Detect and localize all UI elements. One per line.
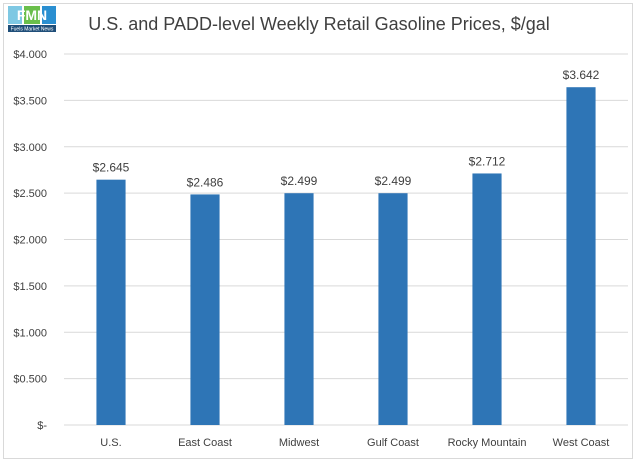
data-labels: $2.645 $2.486 $2.499 $2.499 $2.712 $3.642 xyxy=(93,68,600,189)
x-tick-label: East Coast xyxy=(178,437,232,449)
x-axis: U.S. East Coast Midwest Gulf Coast Rocky Mou… xyxy=(100,437,609,449)
data-label: $2.645 xyxy=(93,161,130,175)
logo-tagline: Fuels Market News xyxy=(11,27,54,33)
data-label: $2.712 xyxy=(469,154,506,168)
x-tick-label: Midwest xyxy=(279,437,319,449)
y-tick-label: $2.000 xyxy=(13,235,47,247)
y-tick-label: $1.000 xyxy=(13,327,47,339)
bar xyxy=(96,179,126,425)
bar xyxy=(566,87,596,425)
chart-title: U.S. and PADD-level Weekly Retail Gasoli… xyxy=(88,14,550,34)
y-tick-label: $0.500 xyxy=(13,374,47,386)
bar xyxy=(190,194,220,425)
y-tick-label: $3.000 xyxy=(13,142,47,154)
bar xyxy=(378,193,408,425)
data-label: $2.486 xyxy=(187,175,224,189)
data-label: $3.642 xyxy=(563,68,600,82)
bar xyxy=(472,173,502,425)
x-tick-label: U.S. xyxy=(100,437,121,449)
fmn-logo: FMN Fuels Market News xyxy=(6,4,58,34)
y-tick-label: $- xyxy=(37,420,47,432)
y-tick-label: $4.000 xyxy=(13,49,47,61)
bar xyxy=(284,193,314,425)
logo-letters: FMN xyxy=(17,7,47,23)
data-label: $2.499 xyxy=(375,174,412,188)
x-tick-label: Rocky Mountain xyxy=(448,437,527,449)
x-tick-label: Gulf Coast xyxy=(367,437,419,449)
y-axis: $- $0.500 $1.000 $1.500 $2.000 $2.500 $3.000 $3… xyxy=(13,49,47,432)
data-label: $2.499 xyxy=(281,174,318,188)
y-tick-label: $3.500 xyxy=(13,95,47,107)
x-tick-label: West Coast xyxy=(553,437,610,449)
gridlines xyxy=(64,53,628,426)
y-tick-label: $1.500 xyxy=(13,281,47,293)
y-tick-label: $2.500 xyxy=(13,188,47,200)
bars xyxy=(96,87,596,425)
